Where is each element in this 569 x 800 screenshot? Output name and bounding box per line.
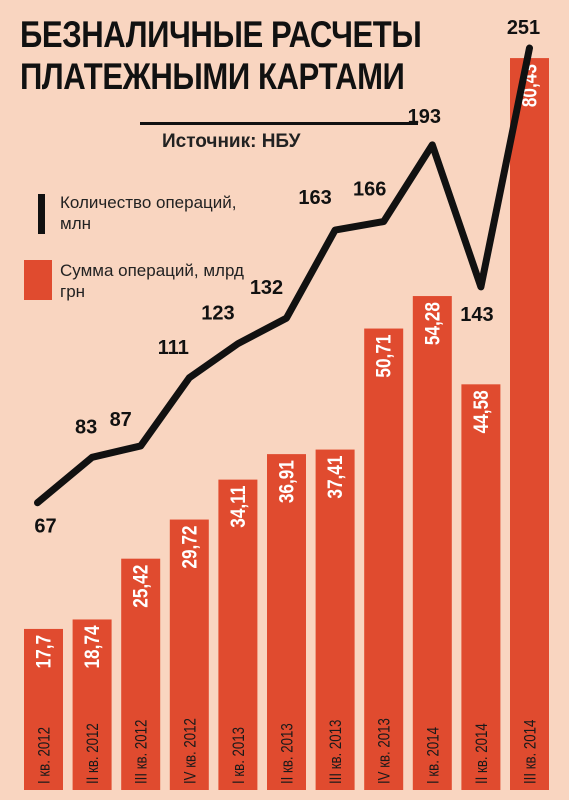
bar-6 [267, 454, 306, 790]
bar-5 [218, 479, 258, 790]
title-divider [140, 122, 418, 125]
bar-value-label: 29,72 [179, 526, 202, 569]
x-tick-label: II кв. 2012 [84, 723, 103, 784]
bar-value-label: 50,71 [373, 334, 396, 377]
source-label: Источник: НБУ [162, 131, 301, 152]
x-tick-label: III кв. 2013 [327, 720, 346, 784]
legend-bar-swatch [24, 260, 52, 300]
x-tick-label: IV кв. 2013 [375, 718, 394, 784]
x-tick-label: I кв. 2014 [424, 727, 443, 784]
bar-value-label: 37,41 [325, 455, 348, 498]
x-tick-label: I кв. 2012 [35, 727, 54, 784]
series-line-count [34, 44, 533, 507]
line-value-label: 163 [298, 187, 331, 209]
line-value-label: 111 [158, 337, 189, 359]
bar-value-label: 25,42 [130, 565, 153, 608]
line-value-label: 132 [250, 277, 283, 299]
line-value-label: 166 [353, 179, 386, 201]
x-tick-label: IV кв. 2012 [181, 718, 200, 784]
line-value-label: 123 [201, 303, 234, 325]
bar-value-label: 34,11 [227, 485, 250, 527]
line-value-label: 193 [408, 106, 441, 128]
line-value-label: 67 [34, 516, 56, 538]
legend-line-label: Количество операций, млн [60, 193, 237, 233]
x-tick-label: II кв. 2014 [472, 723, 491, 784]
bar-1 [24, 628, 63, 790]
bar-10 [461, 384, 501, 790]
x-tick-label: II кв. 2013 [278, 723, 297, 784]
legend-bar-label: Сумма операций, млрд грн [60, 261, 244, 301]
title-line-2: ПЛАТЕЖНЫМИ КАРТАМИ [20, 56, 405, 97]
bar-value-label: 44,58 [470, 390, 493, 433]
bar-value-label: 17,7 [33, 635, 56, 669]
bar-9 [412, 296, 452, 790]
x-tick-label: III кв. 2012 [132, 720, 151, 784]
line-value-label: 83 [75, 416, 97, 438]
line-value-label: 251 [507, 17, 540, 39]
bar-8 [364, 328, 404, 790]
bar-value-label: 18,74 [82, 625, 105, 668]
bar-value-label: 54,28 [422, 302, 445, 345]
line-value-label: 143 [460, 304, 493, 326]
legend-line-swatch [38, 194, 45, 234]
bar-7 [315, 449, 355, 790]
bar-2 [72, 619, 112, 790]
x-tick-label: III кв. 2014 [521, 719, 540, 784]
chart-title: БЕЗНАЛИЧНЫЕ РАСЧЕТЫ ПЛАТЕЖНЫМИ КАРТАМИ [20, 14, 422, 98]
x-tick-label: I кв. 2013 [229, 727, 248, 784]
line-value-label: 87 [110, 409, 132, 431]
bar-11 [510, 58, 549, 791]
bar-value-label: 36,91 [276, 460, 299, 503]
bar-4 [169, 519, 209, 790]
bar-3 [121, 558, 161, 790]
title-line-1: БЕЗНАЛИЧНЫЕ РАСЧЕТЫ [20, 14, 422, 55]
